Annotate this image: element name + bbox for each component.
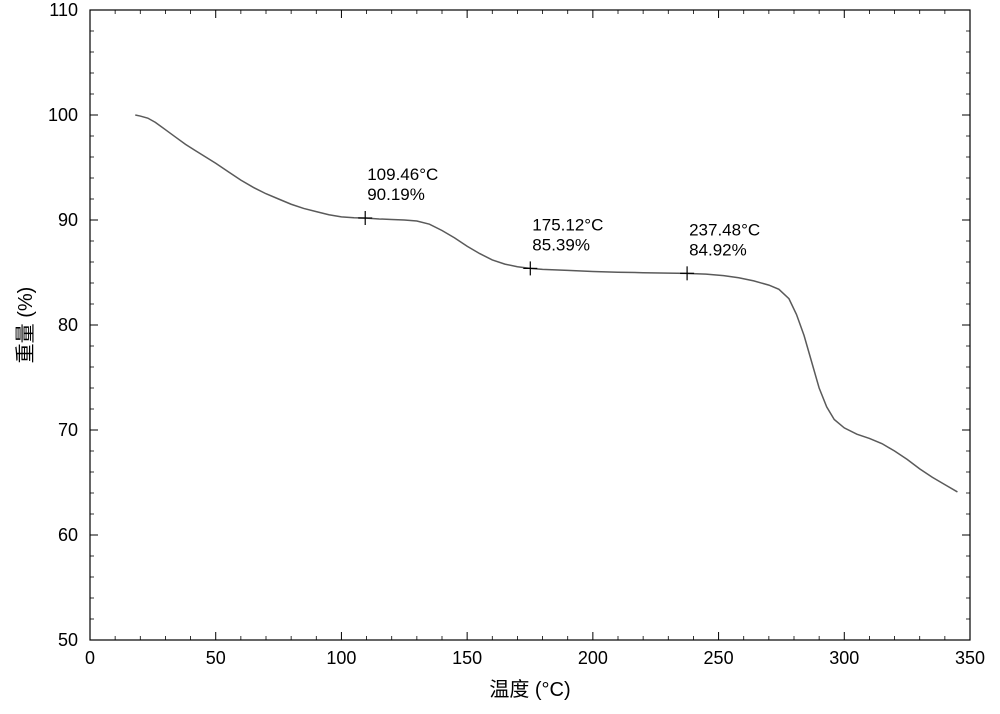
svg-text:110: 110 bbox=[49, 0, 78, 20]
svg-text:50: 50 bbox=[58, 630, 78, 650]
tga-chart: 0 50 100 150 200 250 300 350 50 60 70 80 90 100 110 1… bbox=[0, 0, 1000, 714]
svg-text:250: 250 bbox=[704, 648, 734, 668]
svg-text:80: 80 bbox=[58, 315, 78, 335]
svg-text:200: 200 bbox=[578, 648, 608, 668]
y-axis-ticks: 50 60 70 80 90 100 110 bbox=[48, 0, 970, 650]
svg-text:300: 300 bbox=[829, 648, 859, 668]
svg-text:100: 100 bbox=[48, 105, 78, 125]
data-markers: 109.46°C90.19% 175.12°C85.39% 237.48°C84.9… bbox=[358, 165, 760, 280]
svg-text:237.48°C: 237.48°C bbox=[689, 220, 760, 239]
svg-text:175.12°C: 175.12°C bbox=[532, 215, 603, 234]
svg-text:60: 60 bbox=[58, 525, 78, 545]
svg-text:350: 350 bbox=[955, 648, 985, 668]
svg-text:84.92%: 84.92% bbox=[689, 240, 747, 259]
x-axis-label: 温度 (°C) bbox=[489, 678, 570, 701]
chart-svg: 0 50 100 150 200 250 300 350 50 60 70 80 90 100 110 1… bbox=[0, 0, 1000, 714]
svg-text:100: 100 bbox=[326, 648, 356, 668]
svg-text:150: 150 bbox=[452, 648, 482, 668]
svg-text:90.19%: 90.19% bbox=[367, 185, 425, 204]
plot-border bbox=[90, 10, 970, 640]
svg-text:90: 90 bbox=[58, 210, 78, 230]
svg-text:50: 50 bbox=[206, 648, 226, 668]
svg-text:85.39%: 85.39% bbox=[532, 235, 590, 254]
y-axis-label: 重量 (%) bbox=[14, 287, 37, 364]
svg-text:70: 70 bbox=[58, 420, 78, 440]
svg-text:109.46°C: 109.46°C bbox=[367, 165, 438, 184]
x-axis-ticks: 0 50 100 150 200 250 300 350 bbox=[85, 10, 985, 668]
tga-curve bbox=[135, 115, 957, 492]
svg-text:0: 0 bbox=[85, 648, 95, 668]
